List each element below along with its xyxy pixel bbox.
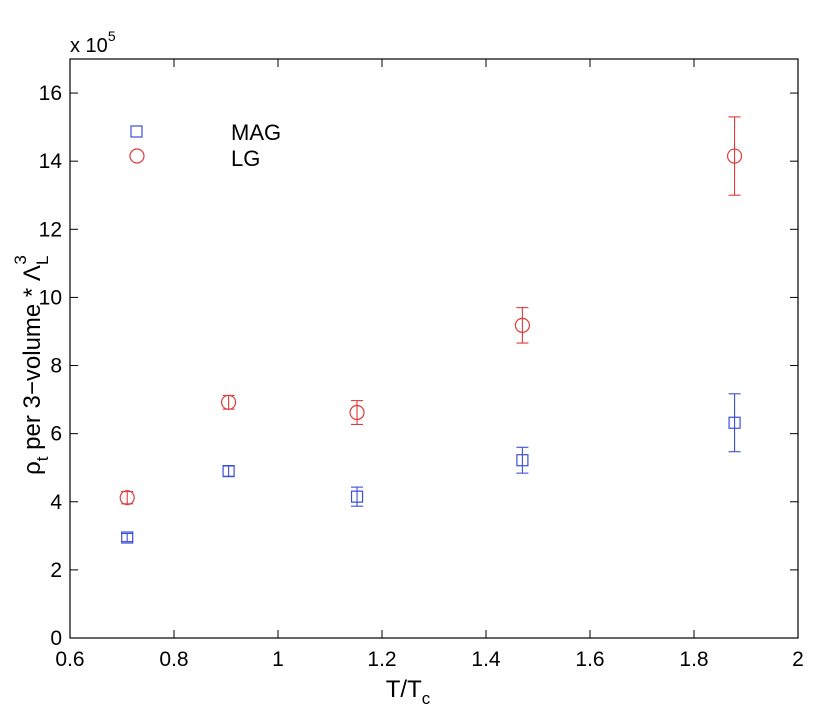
x-tick-label: 0.6 [55,648,84,671]
data-point-lg [349,404,365,421]
x-tick-label: 0.8 [159,648,188,671]
data-point-lg [221,394,237,410]
data-group [119,116,743,544]
y-tick-label: 16 [39,82,62,105]
data-point-mag [728,416,741,429]
legend-marker-lg [129,148,145,164]
y-axis-title-sub: L [33,256,52,265]
data-point-mag [222,465,235,478]
y-axis-title-main: per 3−volume * Λ [19,265,46,456]
data-point-mag [516,454,529,467]
ticks-group: 0.6 0.8 1 1.2 1.4 1.6 1.8 2 0 2 4 6 8 10 12 14 16 [39,59,804,671]
x-tick-label: 1.4 [471,648,501,671]
data-point-lg [514,317,531,333]
plot-frame [69,58,799,639]
y-tick-label: 4 [50,491,62,514]
data-point-mag [350,490,364,503]
x-tick-label: 1.2 [367,648,396,671]
y-multiplier-base: x 10 [70,35,108,57]
y-tick-label: 0 [50,627,62,650]
y-tick-label: 12 [39,218,62,241]
y-axis-title-pre-sub: t [33,456,52,461]
y-multiplier-exp: 5 [108,28,116,44]
x-tick-label: 1 [272,648,284,671]
x-tick-label: 1.6 [575,648,604,671]
legend-label-lg: LG [231,146,260,171]
legend-marker-mag [130,125,143,138]
legend-label-mag: MAG [231,120,281,145]
y-axis-title-pre: ρ [19,461,46,475]
data-point-lg [726,148,743,164]
data-point-mag [121,531,134,544]
y-axis-title: ρt per 3−volume * ΛL3 [11,255,52,475]
y-tick-label: 14 [39,150,63,173]
y-multiplier: x 105 [70,28,116,57]
x-axis-title-main: T/T [386,676,422,703]
x-tick-label: 1.8 [679,648,708,671]
y-axis-title-sup: 3 [11,255,30,264]
x-axis-title: T/Tc [386,676,431,708]
x-axis-title-sub: c [422,689,431,708]
x-tick-label: 2 [792,648,804,671]
y-tick-label: 8 [50,355,62,378]
y-tick-label: 10 [39,286,62,309]
y-tick-label: 2 [50,559,62,582]
legend: MAG LG [129,120,281,171]
data-point-lg [119,490,135,506]
y-tick-label: 6 [50,423,62,446]
